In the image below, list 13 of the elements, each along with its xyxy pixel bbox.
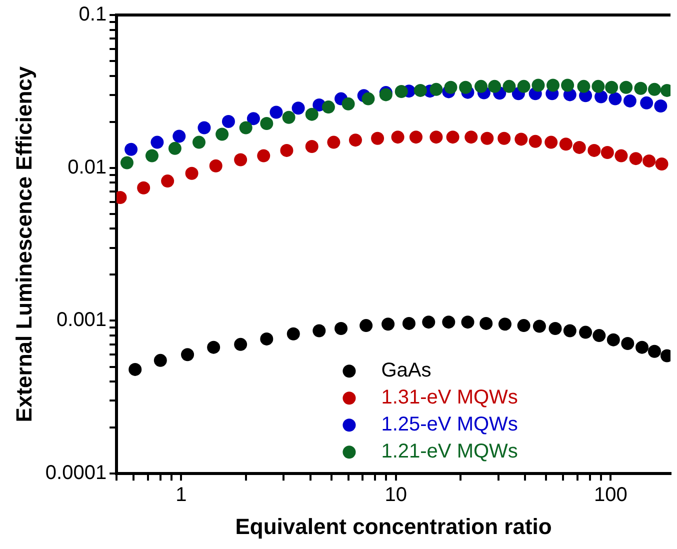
x-tick-label: 1 <box>176 484 187 506</box>
y-tick-label: 0.001 <box>56 309 107 332</box>
legend-label: 1.25-eV MQWs <box>381 414 518 436</box>
y-tick-label: 0.01 <box>68 156 107 178</box>
legend-label: GaAs <box>381 360 432 382</box>
x-tick-label: 10 <box>384 484 408 506</box>
y-axis-title: External Luminescence Efficiency <box>11 66 36 422</box>
x-tick-label: 100 <box>594 484 628 506</box>
x-axis-title: Equivalent concentration ratio <box>235 514 552 539</box>
legend-label: 1.21-eV MQWs <box>381 440 518 463</box>
y-tick-label: 0.1 <box>78 4 107 26</box>
legend-label: 1.31-eV MQWs <box>381 386 518 409</box>
y-tick-label: 0.0001 <box>45 462 107 484</box>
